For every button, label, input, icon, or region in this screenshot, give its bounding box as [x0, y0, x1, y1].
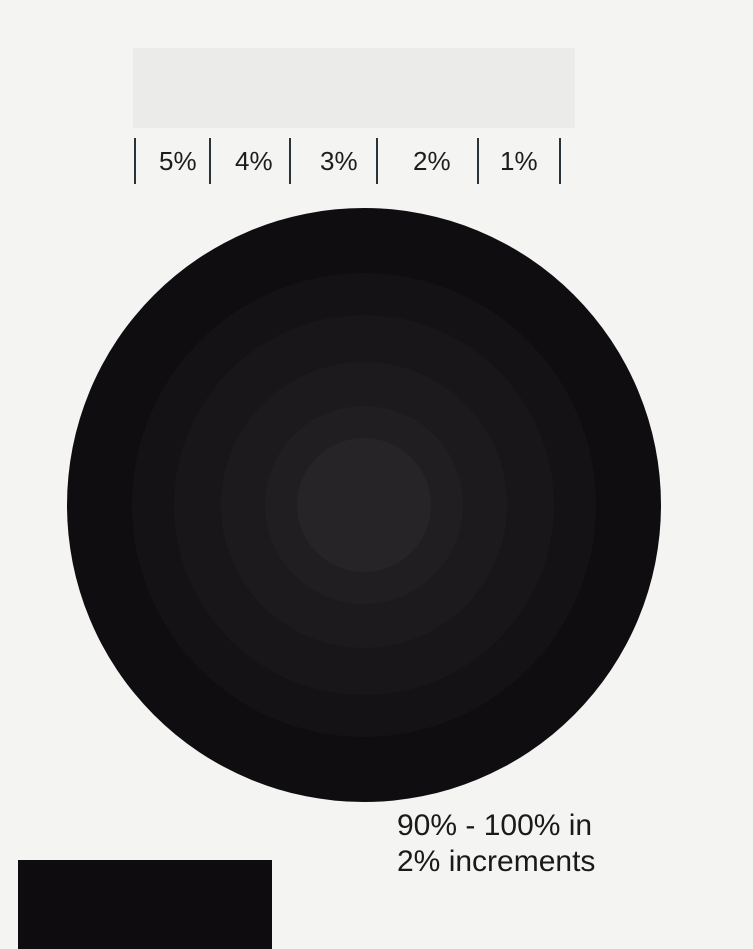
- scale-label-5: 5%: [159, 148, 197, 174]
- percent-scale: 5% 4% 3% 2% 1%: [0, 138, 753, 184]
- scale-label-4: 4%: [235, 148, 273, 174]
- scale-label-1: 1%: [500, 148, 538, 174]
- black-swatch: [18, 860, 272, 949]
- scale-divider: [376, 138, 378, 184]
- scale-divider: [477, 138, 479, 184]
- caption: 90% - 100% in 2% increments: [397, 808, 595, 880]
- caption-line-2: 2% increments: [397, 844, 595, 880]
- concentric-tone-target: [67, 208, 661, 802]
- scale-divider: [134, 138, 136, 184]
- caption-line-1: 90% - 100% in: [397, 808, 595, 844]
- scale-label-2: 2%: [413, 148, 451, 174]
- tone-ring-90: [297, 438, 431, 572]
- scale-divider: [289, 138, 291, 184]
- scale-divider: [209, 138, 211, 184]
- scale-divider: [559, 138, 561, 184]
- light-gray-swatch: [133, 48, 575, 128]
- scale-label-3: 3%: [320, 148, 358, 174]
